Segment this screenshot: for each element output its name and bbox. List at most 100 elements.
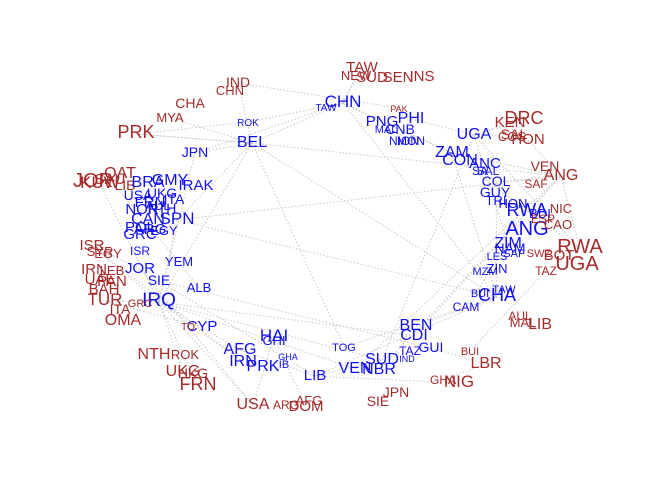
- edge-BEL-SPN: [176, 142, 253, 221]
- node-label: FRN: [180, 374, 217, 394]
- node-label: ISR: [130, 244, 150, 258]
- node-label: ANC: [469, 155, 501, 172]
- edge-BEL-TOG: [251, 142, 345, 348]
- edge-SPN-ANG: [176, 175, 562, 221]
- node-label: AUL: [508, 309, 532, 323]
- node-label: LIB: [528, 316, 552, 333]
- edge-PAK-IND: [237, 82, 400, 109]
- node-label: PRK: [247, 358, 280, 375]
- node-label: NBR: [362, 361, 396, 378]
- node-label: USA: [124, 187, 153, 203]
- node-label: PNG: [366, 113, 399, 130]
- edge-GUI-LBR: [430, 347, 487, 365]
- edge-IRQ-USA: [158, 301, 254, 406]
- edge-CHN-BEL: [251, 102, 344, 144]
- node-label: LIB: [304, 367, 327, 384]
- node-label: AFG: [296, 393, 323, 408]
- edge-GHA-LBR: [442, 363, 487, 381]
- node-label: TAW: [346, 59, 378, 76]
- node-label: ROK: [171, 347, 200, 362]
- node-label: ESP: [531, 212, 555, 226]
- node-label: JOR: [73, 170, 113, 192]
- node-label: IB: [279, 359, 289, 371]
- node-label: UGA: [457, 126, 492, 143]
- edge-BEN-CHA: [415, 296, 498, 327]
- node-label: QAT: [104, 165, 136, 182]
- node-label: IND: [226, 74, 250, 90]
- node-label: TOG: [332, 342, 356, 354]
- node-label: GHI: [262, 333, 285, 348]
- edge-JPN-IRQ: [158, 152, 196, 303]
- node-label: ZIN: [487, 261, 508, 276]
- edge-CHN-ZAM: [342, 102, 453, 154]
- node-label: YEM: [165, 254, 193, 269]
- edge-ZIM-UGA: [473, 134, 509, 245]
- node-label: HON: [499, 196, 528, 211]
- node-label: DOM: [289, 398, 324, 415]
- edge-CYP-TUR: [104, 300, 203, 328]
- node-label: IRQ: [142, 290, 176, 311]
- node-label: SAL: [477, 164, 500, 178]
- node-label: NIG: [444, 372, 474, 391]
- edge-BEL-JPN: [194, 142, 253, 154]
- node-label: BUI: [471, 288, 489, 300]
- node-label: KUW: [80, 173, 120, 192]
- node-label: AUL: [145, 198, 170, 213]
- node-label: IRN: [81, 261, 107, 278]
- node-label: CNB: [385, 121, 415, 137]
- node-label: BOT: [544, 247, 575, 264]
- edge-IRQ-FRN: [158, 301, 199, 387]
- node-label: GUY: [480, 184, 511, 200]
- node-label: RWA: [506, 200, 547, 220]
- node-label: TO: [181, 322, 195, 333]
- node-label: POL: [125, 219, 155, 236]
- node-label: NAM: [494, 240, 525, 256]
- node-label: CYP: [187, 318, 218, 335]
- node-label: BRA: [132, 174, 165, 191]
- edge-UGA-RWA: [473, 134, 581, 250]
- node-label: SUD: [365, 351, 399, 368]
- node-label: SAL: [501, 126, 528, 142]
- node-label: HON: [511, 131, 544, 148]
- node-label: ARG: [134, 221, 167, 238]
- edge-IRQ-VEN: [158, 301, 356, 370]
- edge-SIE-LIB: [158, 280, 316, 377]
- node-label: SAU: [95, 171, 126, 188]
- node-label: SWZ: [527, 248, 552, 260]
- edge-AFG-LIB: [239, 349, 316, 377]
- node-label: MON: [397, 134, 425, 148]
- edge-SIE-GUI: [158, 280, 432, 349]
- edge-IRN-ISR: [91, 245, 244, 363]
- edge-BEL-CHA: [251, 142, 498, 298]
- node-label: NOR: [125, 201, 159, 218]
- node-label: JPN: [383, 384, 409, 400]
- node-label: TUR: [88, 290, 123, 309]
- node-label: SAF: [503, 248, 525, 260]
- edge-HAI-USA: [252, 336, 275, 406]
- node-label: SEN: [383, 69, 414, 86]
- node-label: ITA: [164, 191, 185, 207]
- node-label: CHA: [478, 285, 516, 305]
- node-label: GRC: [123, 226, 157, 243]
- edges-layer: [91, 67, 581, 408]
- node-label: EGY: [94, 246, 122, 261]
- edge-MZM-ZIM: [484, 243, 509, 272]
- edge-VEN-ANG: [354, 175, 562, 370]
- node-label: SUD: [356, 69, 388, 86]
- node-label: COL: [482, 173, 511, 189]
- node-label: VEN: [339, 360, 372, 377]
- node-label: RWA: [557, 236, 603, 258]
- node-label: MAL: [375, 124, 398, 136]
- node-label: CHN: [216, 83, 244, 98]
- node-label: SA: [472, 164, 488, 178]
- edge-JPN-CHN: [194, 102, 344, 154]
- node-label: CAO: [544, 217, 572, 232]
- node-label: SYR: [87, 244, 114, 259]
- node-label: TAZ: [399, 344, 421, 358]
- node-label: BAH: [89, 281, 120, 298]
- node-label: BDI: [529, 206, 551, 221]
- node-label: BEN: [400, 317, 433, 334]
- node-label: ALB: [187, 280, 212, 295]
- node-label: GRC: [128, 298, 153, 310]
